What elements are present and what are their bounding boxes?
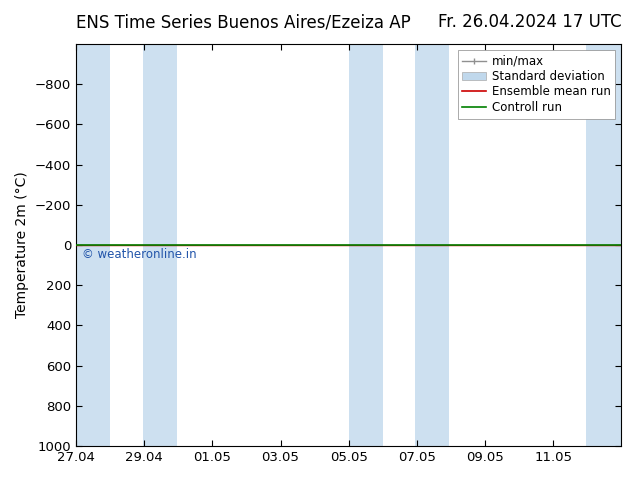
Y-axis label: Temperature 2m (°C): Temperature 2m (°C) (15, 172, 29, 318)
Text: ENS Time Series Buenos Aires/Ezeiza AP: ENS Time Series Buenos Aires/Ezeiza AP (76, 13, 411, 31)
Bar (586, 44, 621, 446)
Legend: min/max, Standard deviation, Ensemble mean run, Controll run: min/max, Standard deviation, Ensemble me… (458, 50, 616, 119)
Bar (143, 44, 177, 446)
Text: Fr. 26.04.2024 17 UTC: Fr. 26.04.2024 17 UTC (437, 13, 621, 31)
Bar (349, 44, 383, 446)
Text: © weatheronline.in: © weatheronline.in (82, 248, 196, 261)
Bar (76, 44, 110, 446)
Bar (415, 44, 450, 446)
